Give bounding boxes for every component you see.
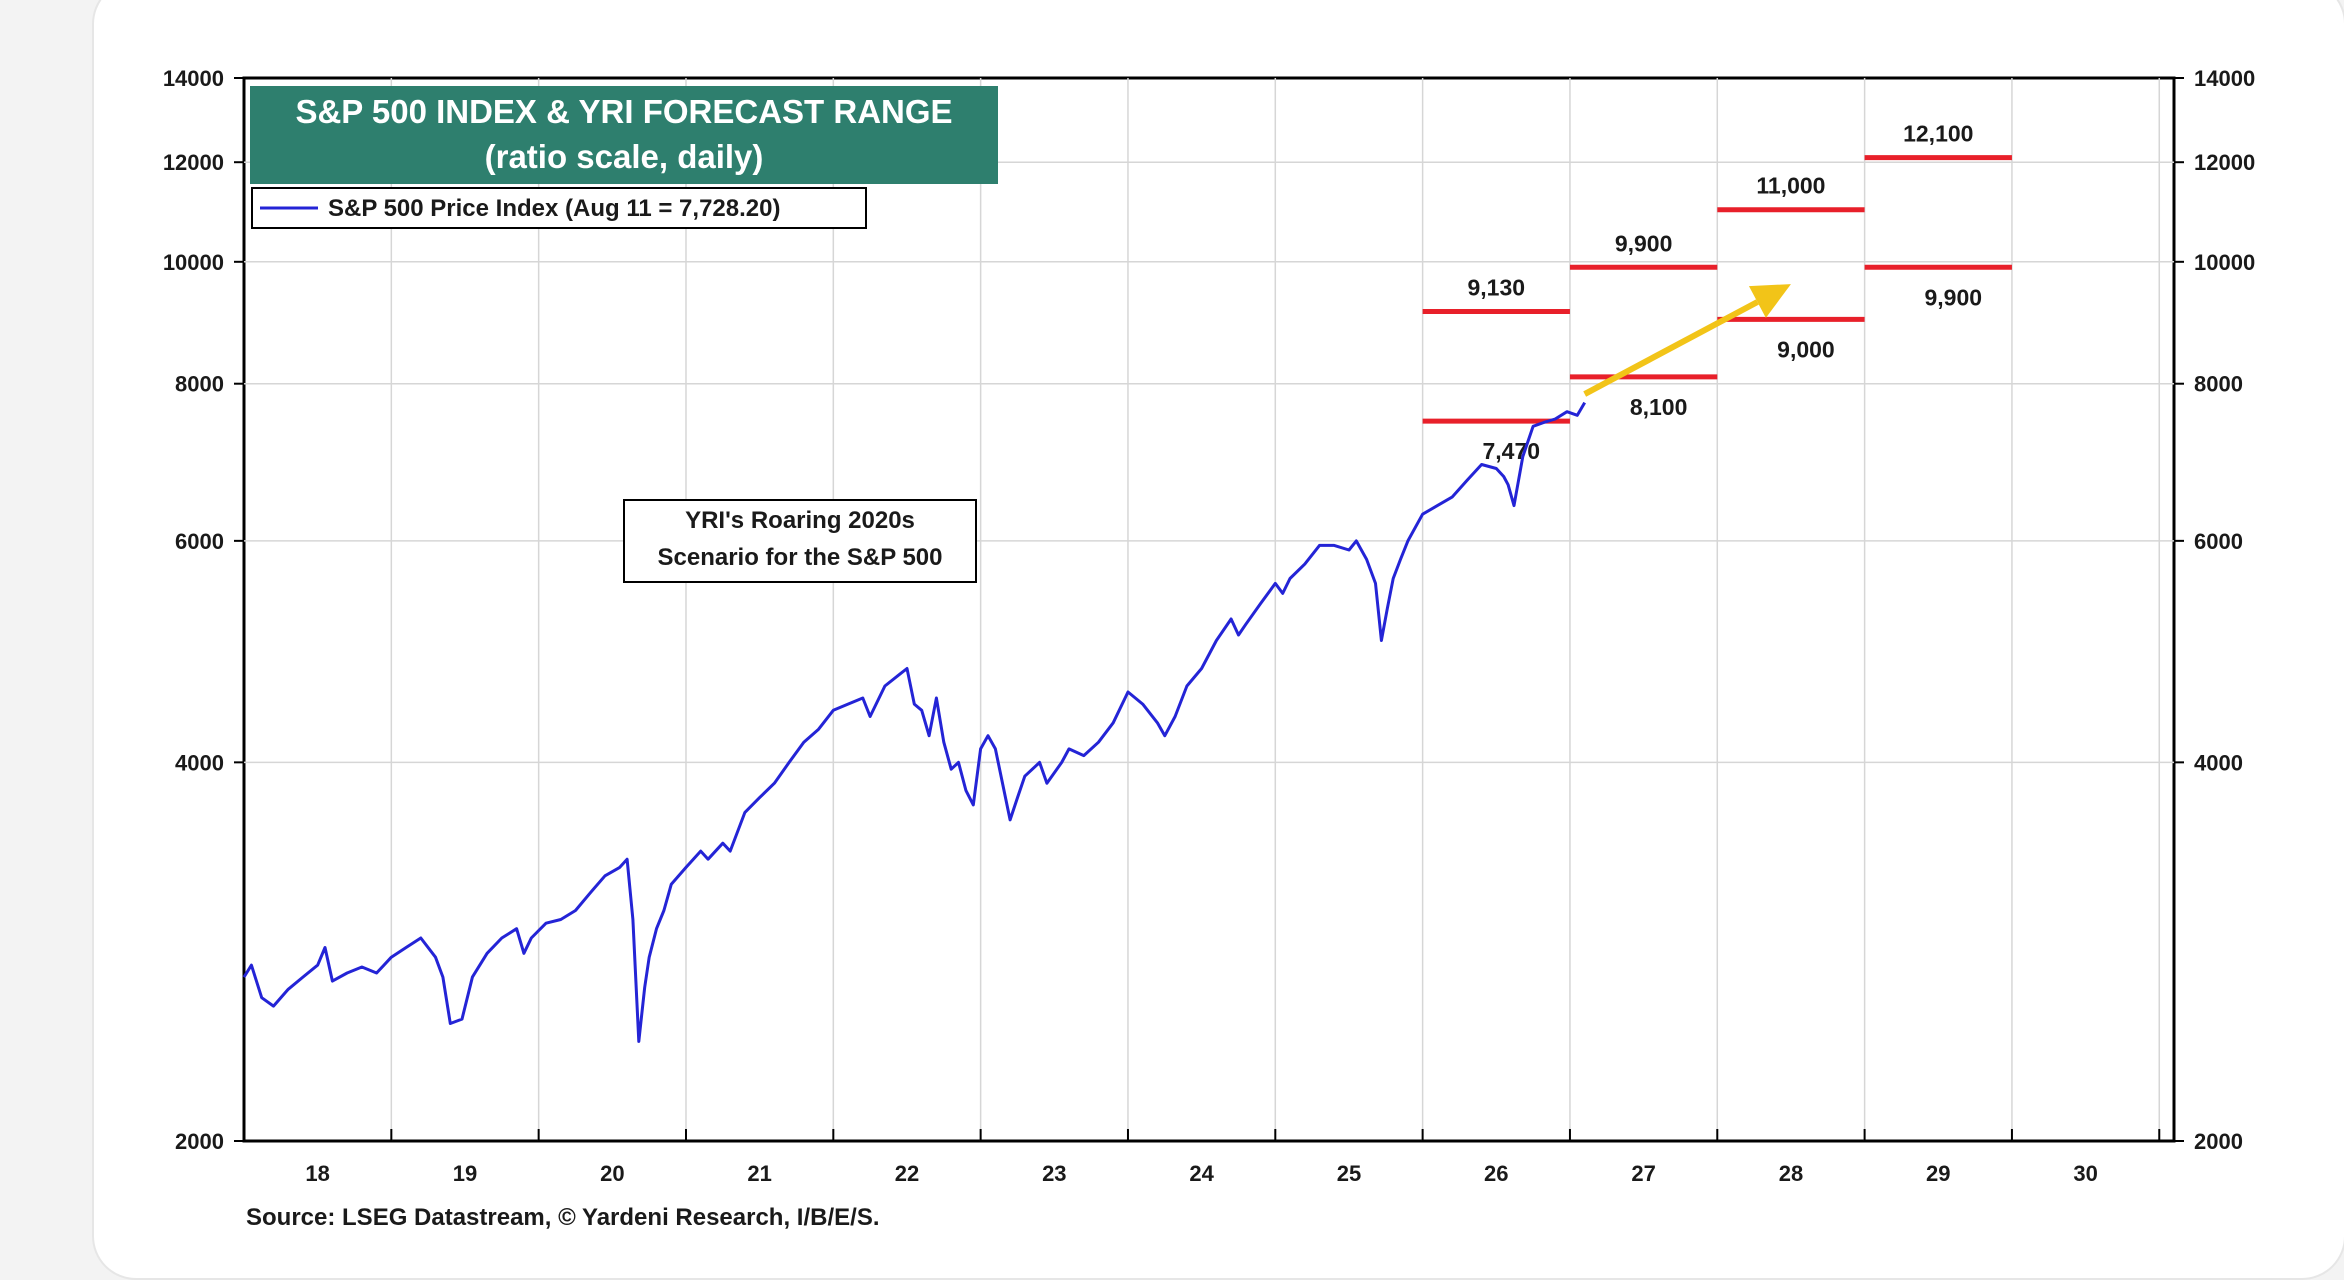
forecast-ranges: 9,130 7,470 9,900 8,100 11,000 9,000 12,100 9,9…	[1422, 121, 2012, 464]
x-tick-label: 20	[600, 1161, 624, 1186]
plot-area	[242, 76, 2176, 1143]
x-tick-label: 25	[1337, 1161, 1361, 1186]
forecast-low-label: 8,100	[1630, 394, 1688, 420]
x-tick-label: 19	[453, 1161, 477, 1186]
forecast-high-label: 9,130	[1468, 275, 1526, 301]
x-tick-label: 28	[1779, 1161, 1803, 1186]
chart-title-box: S&P 500 INDEX & YRI FORECAST RANGE (rati…	[250, 86, 998, 184]
forecast-low-label: 7,470	[1483, 438, 1541, 464]
y-tick-label-right: 10000	[2194, 250, 2255, 275]
chart-subtitle: (ratio scale, daily)	[485, 138, 764, 175]
x-tick-label: 18	[305, 1161, 329, 1186]
legend-label: S&P 500 Price Index (Aug 11 = 7,728.20)	[328, 195, 780, 222]
y-tick-label-left: 12000	[163, 150, 224, 175]
x-tick-label: 24	[1189, 1161, 1214, 1186]
y-tick-label-left: 14000	[163, 66, 224, 91]
y-tick-label-right: 12000	[2194, 150, 2255, 175]
series-layer	[242, 401, 1586, 1043]
y-tick-label-left: 10000	[163, 250, 224, 275]
note-line-2: Scenario for the S&P 500	[658, 544, 943, 571]
x-tick-label: 29	[1926, 1161, 1950, 1186]
y-tick-label-left: 8000	[175, 372, 224, 397]
x-tick-label: 23	[1042, 1161, 1066, 1186]
y-tick-label-left: 6000	[175, 529, 224, 554]
y-tick-label-right: 8000	[2194, 372, 2243, 397]
arrow-head	[1748, 284, 1791, 318]
series-line	[242, 401, 1586, 1043]
grid-lines	[244, 78, 2174, 1141]
x-tick-label: 27	[1631, 1161, 1655, 1186]
chart-title: S&P 500 INDEX & YRI FORECAST RANGE	[295, 93, 952, 130]
forecast-high-label: 11,000	[1756, 173, 1825, 199]
x-tick-label: 21	[747, 1161, 771, 1186]
y-tick-label-right: 6000	[2194, 529, 2243, 554]
forecast-high-label: 12,100	[1903, 121, 1973, 147]
legend: S&P 500 Price Index (Aug 11 = 7,728.20)	[251, 187, 867, 229]
y-tick-label-right: 2000	[2194, 1129, 2243, 1154]
arrow-shaft	[1583, 299, 1759, 397]
x-tick-label: 22	[895, 1161, 919, 1186]
y-tick-label-right: 14000	[2194, 66, 2255, 91]
y-tick-label-left: 2000	[175, 1129, 224, 1154]
note-line-1: YRI's Roaring 2020s	[685, 507, 915, 534]
axis-ticks: 18 19 20 21 22 23 24 25 26 27 28 29 30 2000 2000 4000 40…	[163, 66, 2255, 1186]
forecast-low-label: 9,000	[1777, 336, 1835, 362]
source-note: Source: LSEG Datastream, © Yardeni Resea…	[246, 1204, 880, 1231]
x-tick-label: 30	[2073, 1161, 2097, 1186]
trend-arrow	[1583, 284, 1791, 397]
x-tick-label: 26	[1484, 1161, 1508, 1186]
y-tick-label-left: 4000	[175, 750, 224, 775]
scenario-note: YRI's Roaring 2020s Scenario for the S&P…	[623, 499, 977, 583]
y-tick-label-right: 4000	[2194, 750, 2243, 775]
forecast-low-label: 9,900	[1924, 284, 1982, 310]
forecast-high-label: 9,900	[1615, 230, 1673, 256]
